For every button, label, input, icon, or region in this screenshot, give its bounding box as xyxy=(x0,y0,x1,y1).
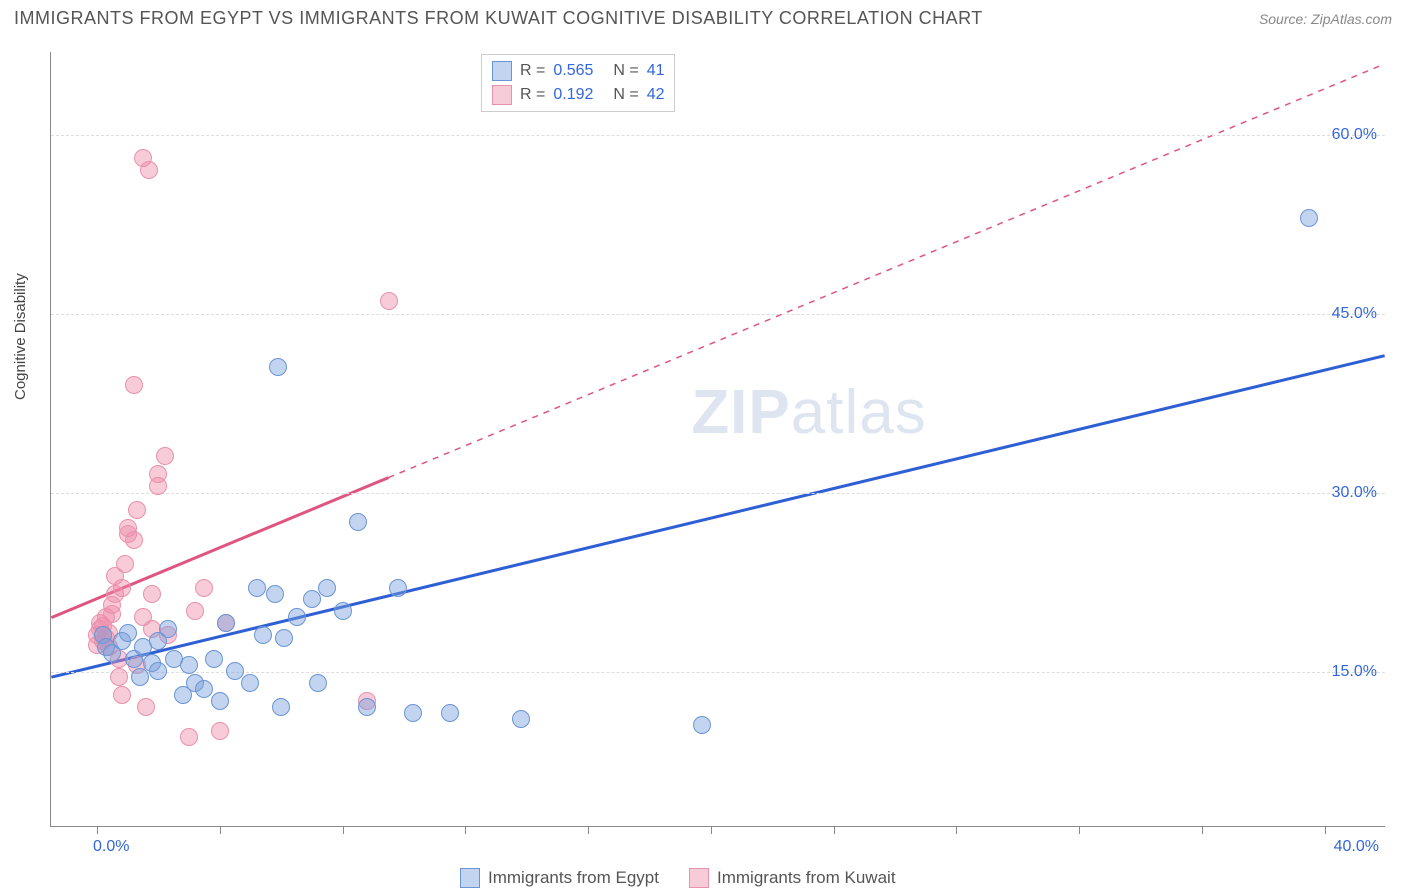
chart-title: IMMIGRANTS FROM EGYPT VS IMMIGRANTS FROM… xyxy=(14,8,983,29)
data-point-kuwait xyxy=(125,531,143,549)
x-tick-label: 0.0% xyxy=(93,838,129,856)
n-value-kuwait: 42 xyxy=(647,86,665,104)
swatch-egypt xyxy=(492,61,512,81)
data-point-kuwait xyxy=(110,668,128,686)
data-point-egypt xyxy=(441,704,459,722)
swatch-egypt xyxy=(460,868,480,888)
data-point-kuwait xyxy=(143,585,161,603)
data-point-egypt xyxy=(266,585,284,603)
data-point-egypt xyxy=(349,513,367,531)
x-tick xyxy=(97,826,98,834)
data-point-egypt xyxy=(303,590,321,608)
legend-row-kuwait: R = 0.192 N = 42 xyxy=(492,83,664,107)
data-point-egypt xyxy=(180,656,198,674)
data-point-egypt xyxy=(275,629,293,647)
x-tick xyxy=(834,826,835,834)
x-tick-label: 40.0% xyxy=(1334,838,1379,856)
legend-item-kuwait: Immigrants from Kuwait xyxy=(689,868,896,888)
data-point-egypt xyxy=(131,668,149,686)
data-point-egypt xyxy=(211,692,229,710)
data-point-egypt xyxy=(693,716,711,734)
data-point-egypt xyxy=(512,710,530,728)
data-point-egypt xyxy=(254,626,272,644)
data-point-kuwait xyxy=(156,447,174,465)
data-point-kuwait xyxy=(137,698,155,716)
watermark: ZIPatlas xyxy=(691,377,926,448)
x-tick xyxy=(956,826,957,834)
data-point-egypt xyxy=(334,602,352,620)
data-point-egypt xyxy=(241,674,259,692)
x-tick xyxy=(1079,826,1080,834)
x-tick xyxy=(711,826,712,834)
data-point-egypt xyxy=(248,579,266,597)
data-point-kuwait xyxy=(116,555,134,573)
x-tick xyxy=(465,826,466,834)
y-tick-label: 30.0% xyxy=(1332,484,1377,502)
legend-row-egypt: R = 0.565 N = 41 xyxy=(492,59,664,83)
data-point-egypt xyxy=(217,614,235,632)
data-point-egypt xyxy=(149,632,167,650)
data-point-kuwait xyxy=(186,602,204,620)
data-point-kuwait xyxy=(113,579,131,597)
x-tick xyxy=(220,826,221,834)
data-point-egypt xyxy=(226,662,244,680)
gridline xyxy=(51,135,1385,136)
r-value-kuwait: 0.192 xyxy=(553,86,605,104)
data-point-egypt xyxy=(119,624,137,642)
x-tick xyxy=(1202,826,1203,834)
data-point-kuwait xyxy=(195,579,213,597)
scatter-plot: ZIPatlas R = 0.565 N = 41 R = 0.192 N = … xyxy=(50,52,1385,827)
gridline xyxy=(51,314,1385,315)
swatch-kuwait xyxy=(689,868,709,888)
n-value-egypt: 41 xyxy=(647,62,665,80)
legend-bottom: Immigrants from Egypt Immigrants from Ku… xyxy=(460,868,896,888)
data-point-egypt xyxy=(195,680,213,698)
data-point-egypt xyxy=(149,662,167,680)
data-point-egypt xyxy=(358,698,376,716)
data-point-kuwait xyxy=(380,292,398,310)
gridline xyxy=(51,493,1385,494)
data-point-egypt xyxy=(404,704,422,722)
data-point-kuwait xyxy=(128,501,146,519)
data-point-egypt xyxy=(309,674,327,692)
x-tick xyxy=(588,826,589,834)
y-tick-label: 45.0% xyxy=(1332,305,1377,323)
data-point-kuwait xyxy=(125,376,143,394)
gridline xyxy=(51,672,1385,673)
y-axis-label: Cognitive Disability xyxy=(12,273,29,400)
data-point-egypt xyxy=(272,698,290,716)
data-point-egypt xyxy=(318,579,336,597)
data-point-kuwait xyxy=(211,722,229,740)
data-point-egypt xyxy=(288,608,306,626)
y-tick-label: 15.0% xyxy=(1332,663,1377,681)
data-point-egypt xyxy=(389,579,407,597)
data-point-kuwait xyxy=(180,728,198,746)
regression-lines xyxy=(51,52,1385,826)
data-point-egypt xyxy=(1300,209,1318,227)
x-tick xyxy=(1325,826,1326,834)
legend-stats: R = 0.565 N = 41 R = 0.192 N = 42 xyxy=(481,54,675,112)
data-point-kuwait xyxy=(113,686,131,704)
legend-item-egypt: Immigrants from Egypt xyxy=(460,868,659,888)
swatch-kuwait xyxy=(492,85,512,105)
data-point-kuwait xyxy=(140,161,158,179)
data-point-egypt xyxy=(205,650,223,668)
source-label: Source: ZipAtlas.com xyxy=(1259,11,1392,27)
r-value-egypt: 0.565 xyxy=(553,62,605,80)
data-point-kuwait xyxy=(149,465,167,483)
y-tick-label: 60.0% xyxy=(1332,126,1377,144)
data-point-egypt xyxy=(269,358,287,376)
x-tick xyxy=(343,826,344,834)
